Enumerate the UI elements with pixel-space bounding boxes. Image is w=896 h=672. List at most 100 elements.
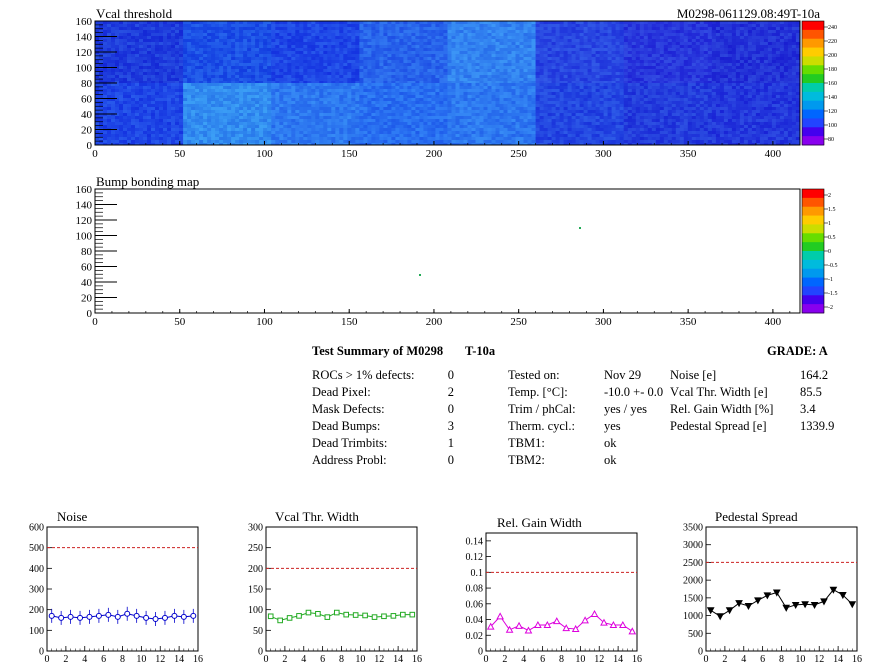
palette-label: 0 bbox=[828, 249, 831, 255]
condition-label: Temp. [°C]: bbox=[508, 385, 568, 399]
condition-value: ok bbox=[604, 436, 617, 450]
chart-point bbox=[105, 611, 112, 618]
defect-value: 0 bbox=[447, 453, 454, 467]
chart-x-tick-label: 12 bbox=[814, 654, 824, 665]
chart-series-line bbox=[270, 612, 413, 621]
defect-label: Dead Pixel: bbox=[312, 385, 371, 399]
chart-y-tick-label: 2000 bbox=[683, 576, 703, 587]
chart-x-tick-label: 0 bbox=[45, 654, 50, 665]
map-x-tick-label: 250 bbox=[510, 316, 527, 328]
chart-y-tick-label: 100 bbox=[248, 605, 263, 616]
chart-x-tick-label: 16 bbox=[852, 654, 862, 665]
map-y-tick-label: 20 bbox=[81, 293, 93, 305]
map-y-tick-label: 160 bbox=[76, 184, 93, 196]
defect-value: 0 bbox=[447, 402, 454, 416]
chart-x-tick-label: 6 bbox=[101, 654, 106, 665]
chart-y-tick-label: 0 bbox=[478, 647, 483, 658]
defect-label: Dead Bumps: bbox=[312, 419, 381, 433]
chart-y-tick-label: 0.04 bbox=[466, 615, 484, 626]
map-x-tick-label: 100 bbox=[256, 316, 273, 328]
palette-label: -2 bbox=[828, 305, 833, 311]
chart-point bbox=[772, 589, 781, 597]
chart-x-tick-label: 16 bbox=[412, 654, 422, 665]
condition-label: Therm. cycl.: bbox=[508, 419, 575, 433]
chart-point bbox=[801, 601, 809, 609]
chart-point bbox=[161, 614, 168, 621]
palette-label: -1.5 bbox=[828, 291, 838, 297]
chart-point bbox=[133, 612, 140, 619]
chart-x-tick-label: 8 bbox=[779, 654, 784, 665]
chart-x-tick-label: 4 bbox=[741, 654, 746, 665]
map-x-tick-label: 400 bbox=[765, 148, 782, 160]
palette-label: 0.5 bbox=[828, 235, 836, 241]
chart-title: Vcal Thr. Width bbox=[275, 509, 359, 524]
chart-point bbox=[171, 612, 178, 619]
summary-temp-tag: T-10a bbox=[465, 344, 496, 358]
map-y-tick-label: 120 bbox=[76, 215, 93, 227]
chart-y-tick-label: 2500 bbox=[683, 558, 703, 569]
chart-title: Pedestal Spread bbox=[715, 509, 798, 524]
chart-1: Vcal Thr. Width 0 50 100 150 200 250 300 0 2 4 6 8 10… bbox=[248, 509, 422, 665]
chart-point bbox=[725, 607, 734, 615]
chart-x-tick-label: 10 bbox=[795, 654, 805, 665]
chart-x-tick-label: 6 bbox=[540, 654, 545, 665]
map-x-tick-label: 200 bbox=[426, 316, 443, 328]
metric-label: Vcal Thr. Width [e] bbox=[670, 385, 768, 399]
chart-y-tick-label: 0 bbox=[39, 647, 44, 658]
defect-value: 1 bbox=[447, 436, 454, 450]
map-x-tick-label: 400 bbox=[765, 316, 782, 328]
chart-y-tick-label: 400 bbox=[29, 564, 44, 575]
chart-x-tick-label: 2 bbox=[63, 654, 68, 665]
chart-x-tick-label: 0 bbox=[484, 654, 489, 665]
condition-label: TBM2: bbox=[508, 453, 545, 467]
chart-x-tick-label: 4 bbox=[521, 654, 526, 665]
condition-value: Nov 29 bbox=[604, 368, 642, 382]
map-x-tick-label: 50 bbox=[174, 148, 186, 160]
summary-grade: GRADE: A bbox=[767, 344, 828, 358]
chart-y-tick-label: 3000 bbox=[683, 540, 703, 551]
chart-point bbox=[820, 598, 828, 606]
chart-point bbox=[552, 617, 561, 625]
map-x-tick-label: 150 bbox=[341, 148, 358, 160]
chart-x-tick-label: 8 bbox=[339, 654, 344, 665]
chart-point bbox=[333, 609, 340, 616]
chart-y-tick-label: 250 bbox=[248, 543, 263, 554]
chart-point bbox=[180, 613, 187, 620]
bump-map-title: Bump bonding map bbox=[96, 174, 199, 189]
palette-label: 100 bbox=[828, 123, 837, 129]
map-y-tick-label: 80 bbox=[81, 246, 93, 258]
map-x-tick-label: 100 bbox=[256, 148, 273, 160]
condition-value: yes bbox=[604, 419, 621, 433]
map-y-tick-label: 80 bbox=[81, 78, 93, 90]
chart-x-tick-label: 2 bbox=[282, 654, 287, 665]
chart-y-tick-label: 1000 bbox=[683, 611, 703, 622]
chart-point bbox=[114, 613, 121, 620]
vcal-map-axes: 0 20 40 60 80 100 120 140 160 0 50 100 150 200 250 300 3… bbox=[76, 16, 791, 160]
map-y-tick-label: 100 bbox=[76, 231, 93, 243]
map-y-tick-label: 160 bbox=[76, 16, 93, 28]
map-x-tick-label: 350 bbox=[680, 316, 697, 328]
chart-y-tick-label: 0.1 bbox=[471, 568, 484, 579]
chart-title: Noise bbox=[57, 509, 88, 524]
chart-point bbox=[400, 611, 406, 618]
chart-x-tick-label: 0 bbox=[704, 654, 709, 665]
chart-x-tick-label: 10 bbox=[575, 654, 585, 665]
chart-series-line bbox=[51, 613, 194, 620]
chart-point bbox=[124, 610, 131, 617]
chart-point bbox=[744, 603, 753, 611]
metric-label: Noise [e] bbox=[670, 368, 717, 382]
chart-point bbox=[571, 624, 580, 632]
defect-label: ROCs > 1% defects: bbox=[312, 368, 415, 382]
chart-point bbox=[829, 586, 838, 594]
palette-label: 2 bbox=[828, 193, 831, 199]
chart-x-tick-label: 8 bbox=[120, 654, 125, 665]
map-y-tick-label: 40 bbox=[81, 277, 93, 289]
chart-point bbox=[515, 621, 523, 629]
vcal-threshold-map: Vcal threshold M0298-061129.08:49T-10a 0… bbox=[76, 6, 838, 160]
condition-label: Trim / phCal: bbox=[508, 402, 576, 416]
chart-point bbox=[277, 617, 283, 624]
bump-map-palette: 2 1.5 1 0.5 0 -0.5 -1 -1.5 -2 bbox=[801, 188, 838, 314]
map-y-tick-label: 140 bbox=[76, 200, 93, 212]
module-header: M0298-061129.08:49T-10a bbox=[677, 6, 820, 21]
